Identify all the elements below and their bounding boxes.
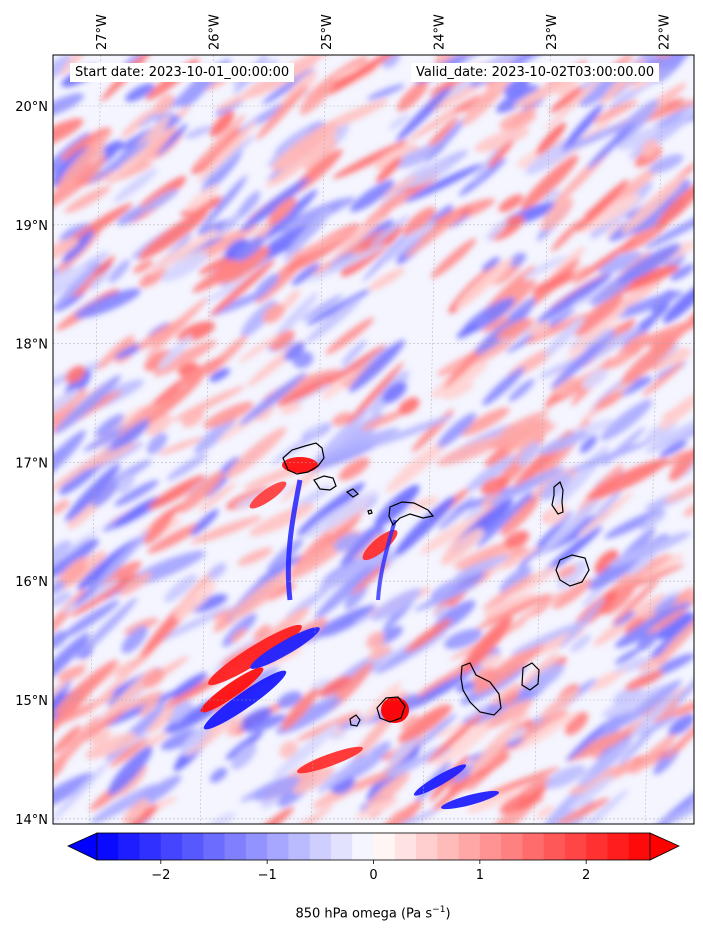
lat-tick-label: 17°N: [15, 456, 48, 471]
longitude-labels: 27°W 26°W 25°W 24°W 23°W 22°W: [95, 14, 672, 50]
start-date-label: Start date: 2023-10-01_00:00:00: [70, 63, 295, 82]
lon-gridline: [533, 55, 552, 824]
gridlines: [53, 55, 694, 824]
map-frame: [52, 54, 695, 825]
omega-field: [53, 55, 694, 824]
maio-island: [521, 662, 540, 691]
sao-nicolau-island: [388, 501, 435, 527]
lon-tick-label: 22°W: [657, 14, 672, 50]
lon-gridline: [88, 55, 102, 824]
colorbar-extend-min: [67, 832, 98, 861]
colorbar-tick-label: 2: [582, 868, 590, 883]
lat-tick-label: 16°N: [15, 575, 48, 590]
fogo-island: [376, 696, 406, 723]
lon-tick-label: 23°W: [545, 14, 560, 50]
colorbar: −2 −1 0 1 2: [67, 832, 680, 883]
lon-tick-label: 26°W: [207, 14, 222, 50]
branco-islet: [367, 509, 373, 515]
colorbar-title: 850 hPa omega (Pa s−1): [0, 905, 703, 921]
latitude-labels: 20°N 19°N 18°N 17°N 16°N 15°N 14°N: [15, 100, 48, 828]
lon-gridline: [422, 55, 439, 824]
colorbar-extend-max: [649, 832, 680, 861]
sao-vicente-island: [313, 475, 337, 491]
colorbar-bands: [97, 833, 651, 860]
boa-vista-island: [555, 554, 590, 587]
sal-island: [551, 480, 564, 515]
colorbar-tick-label: 0: [369, 868, 377, 883]
lon-tick-label: 27°W: [95, 14, 110, 50]
valid-date-label: Valid_date: 2023-10-02T03:00:00.00: [411, 63, 660, 82]
colorbar-ticks: −2 −1 0 1 2: [151, 860, 590, 883]
lat-tick-label: 14°N: [15, 813, 48, 828]
colorbar-label-exponent: −1: [432, 905, 446, 915]
lat-tick-label: 20°N: [15, 100, 48, 115]
colorbar-tick-label: −2: [151, 868, 170, 883]
coastlines: [282, 442, 590, 727]
colorbar-label-end: ): [445, 906, 451, 922]
lon-gridline: [644, 55, 664, 824]
lon-gridline: [311, 55, 327, 824]
lat-tick-label: 15°N: [15, 694, 48, 709]
santa-luzia-island: [345, 488, 359, 498]
colorbar-tick-label: 1: [476, 868, 484, 883]
lat-tick-label: 19°N: [15, 219, 48, 234]
colorbar-tick-label: −1: [258, 868, 277, 883]
santo-antao-island: [282, 442, 325, 475]
colorbar-label-text: 850 hPa omega (Pa s: [295, 906, 433, 922]
lon-tick-label: 25°W: [320, 14, 335, 50]
lon-tick-label: 24°W: [432, 14, 447, 50]
lat-tick-label: 18°N: [15, 338, 48, 353]
santiago-island: [460, 662, 502, 716]
brava-island: [349, 714, 361, 727]
lon-gridline: [200, 55, 214, 824]
